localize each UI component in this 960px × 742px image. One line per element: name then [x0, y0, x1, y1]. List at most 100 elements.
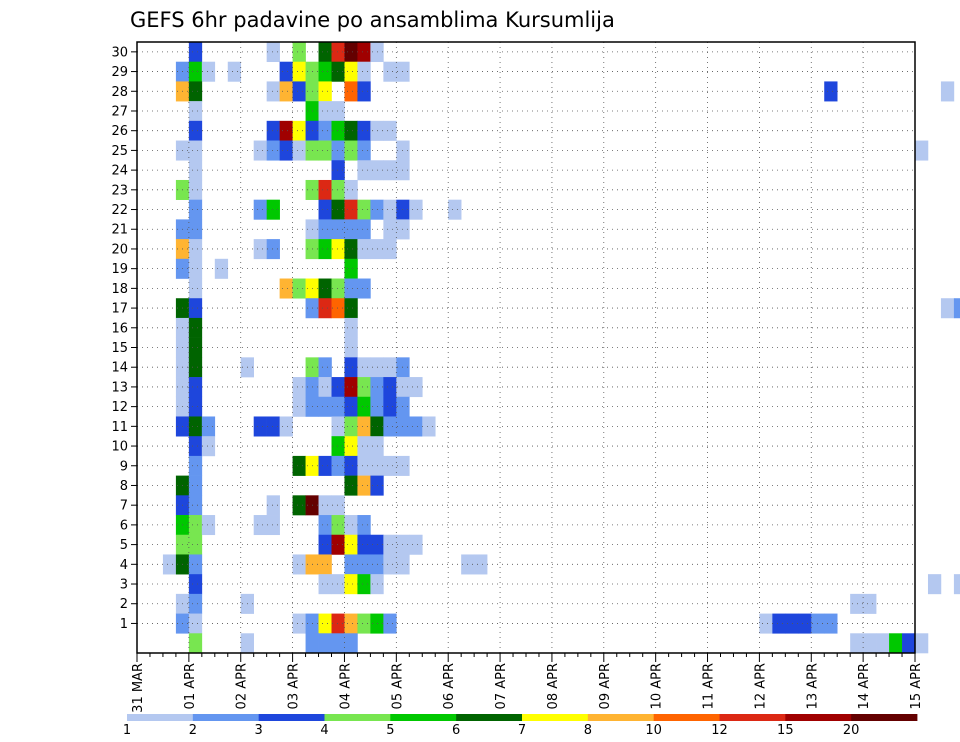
y-tick-label: 27: [111, 104, 128, 119]
heatmap-cell: [357, 278, 371, 299]
heatmap-cell: [448, 199, 462, 220]
heatmap-cell: [266, 239, 280, 260]
heatmap-cell: [876, 633, 890, 654]
heatmap-cell: [331, 613, 345, 634]
heatmap-cell: [422, 416, 436, 437]
heatmap-cell: [266, 140, 280, 161]
heatmap-cell: [383, 357, 397, 378]
heatmap-cell: [383, 613, 397, 634]
heatmap-cell: [188, 515, 203, 536]
colorbar-label: 7: [518, 723, 526, 738]
heatmap-cell: [331, 160, 345, 181]
heatmap-cell: [279, 140, 293, 161]
heatmap-cell: [266, 199, 280, 220]
heatmap-cell: [188, 239, 203, 260]
plot-background: [137, 42, 915, 653]
heatmap-cell: [383, 416, 397, 437]
heatmap-cell: [824, 81, 838, 102]
heatmap-cell: [772, 613, 786, 634]
heatmap-cell: [383, 455, 397, 476]
colorbar-label: 12: [711, 723, 728, 738]
heatmap-cell: [344, 42, 358, 63]
heatmap-cell: [318, 534, 332, 555]
heatmap-cell: [292, 396, 306, 417]
x-tick-label: 06 APR: [442, 663, 457, 709]
colorbar-label: 2: [189, 723, 197, 738]
heatmap-cell: [357, 61, 371, 82]
y-tick-label: 2: [120, 597, 128, 612]
heatmap-cell: [292, 140, 306, 161]
heatmap-cell: [292, 377, 306, 398]
heatmap-cell: [357, 455, 371, 476]
heatmap-cell: [409, 416, 423, 437]
heatmap-cell: [331, 436, 345, 457]
heatmap-cell: [344, 81, 358, 102]
heatmap-cell: [344, 61, 358, 82]
heatmap-cell: [318, 61, 332, 82]
x-tick-label: 05 APR: [390, 663, 405, 709]
heatmap-cell: [357, 534, 371, 555]
heatmap-cell: [344, 613, 358, 634]
heatmap-cell: [785, 613, 799, 634]
y-tick-label: 10: [111, 440, 128, 455]
heatmap-cell: [344, 199, 358, 220]
heatmap-cell: [253, 515, 267, 536]
heatmap-cell: [279, 120, 293, 141]
heatmap-cell: [344, 633, 358, 654]
heatmap-cell: [331, 42, 345, 63]
heatmap-cell: [188, 613, 203, 634]
heatmap-cell: [318, 396, 332, 417]
colorbar-segment: [324, 714, 391, 721]
heatmap-cell: [331, 574, 345, 595]
heatmap-cell: [331, 416, 345, 437]
heatmap-cell: [357, 377, 371, 398]
heatmap-cell: [357, 239, 371, 260]
heatmap-cell: [850, 633, 864, 654]
x-tick-label: 14 APR: [857, 663, 872, 709]
heatmap-cell: [162, 554, 177, 575]
heatmap-cell: [188, 120, 203, 141]
heatmap-cell: [331, 298, 345, 319]
heatmap-cell: [940, 81, 955, 102]
heatmap-cell: [266, 81, 280, 102]
heatmap-cell: [798, 613, 812, 634]
heatmap-cell: [318, 219, 332, 240]
heatmap-cell: [201, 436, 216, 457]
heatmap-cell: [915, 140, 929, 161]
y-tick-label: 3: [120, 578, 128, 593]
heatmap-cell: [318, 42, 332, 63]
heatmap-cell: [214, 258, 229, 279]
y-tick-label: 11: [111, 420, 128, 435]
heatmap-cell: [292, 554, 306, 575]
x-tick-label: 11 APR: [702, 663, 717, 709]
heatmap-cell: [188, 554, 203, 575]
heatmap-cell: [344, 574, 358, 595]
heatmap-cell: [201, 416, 216, 437]
heatmap-cell: [357, 219, 371, 240]
heatmap-cell: [266, 495, 280, 516]
heatmap-cell: [357, 160, 371, 181]
heatmap-cell: [357, 515, 371, 536]
x-tick-label: 12 APR: [753, 663, 768, 709]
heatmap-cell: [227, 61, 242, 82]
x-tick-label: 04 APR: [338, 663, 353, 709]
heatmap-cell: [357, 436, 371, 457]
y-tick-label: 6: [120, 518, 128, 533]
heatmap-cell: [383, 534, 397, 555]
heatmap-cell: [331, 101, 345, 122]
heatmap-cell: [292, 455, 306, 476]
heatmap-cell: [344, 416, 358, 437]
heatmap-cell: [318, 574, 332, 595]
heatmap-cell: [292, 42, 306, 63]
heatmap-cell: [188, 199, 203, 220]
heatmap-cell: [344, 219, 358, 240]
colorbar-label: 6: [452, 723, 460, 738]
heatmap-cell: [318, 239, 332, 260]
heatmap-cell: [318, 101, 332, 122]
heatmap-cell: [266, 120, 280, 141]
heatmap-cell: [331, 219, 345, 240]
heatmap-cell: [292, 61, 306, 82]
heatmap-cell: [188, 81, 203, 102]
heatmap-cell: [201, 61, 216, 82]
heatmap-cell: [383, 396, 397, 417]
